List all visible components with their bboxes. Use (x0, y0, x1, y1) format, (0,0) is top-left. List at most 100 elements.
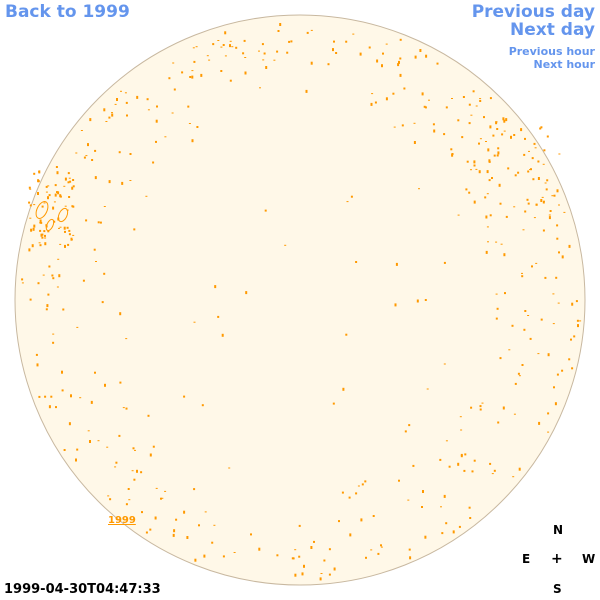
feature-mark (399, 38, 402, 41)
feature-mark (71, 205, 74, 208)
feature-mark (451, 98, 453, 99)
feature-mark (541, 196, 544, 198)
feature-loop (57, 207, 69, 223)
feature-mark (553, 194, 556, 197)
feature-mark (465, 188, 468, 191)
feature-mark (513, 206, 516, 208)
feature-mark (368, 46, 371, 49)
feature-mark (443, 363, 446, 365)
feature-mark (82, 279, 85, 282)
feature-mark (58, 274, 61, 278)
feature-mark (497, 421, 500, 424)
feature-mark (503, 119, 506, 123)
feature-mark (262, 59, 265, 61)
feature-mark (213, 524, 216, 526)
feature-mark (28, 248, 31, 252)
feature-mark (47, 230, 50, 233)
feature-mark (484, 196, 487, 199)
feature-mark (320, 573, 323, 574)
feature-mark (72, 234, 75, 236)
feature-mark (473, 459, 476, 462)
feature-mark (59, 243, 62, 245)
feature-mark (503, 130, 506, 132)
feature-mark (68, 233, 71, 236)
feature-mark (127, 488, 130, 490)
feature-mark (548, 216, 551, 220)
feature-mark (428, 99, 430, 101)
feature-mark (64, 205, 67, 207)
feature-mark (57, 191, 60, 195)
feature-mark (310, 61, 313, 65)
feature-mark (546, 135, 549, 138)
feature-mark (21, 282, 24, 284)
feature-mark (568, 244, 571, 248)
feature-mark (558, 204, 560, 206)
feature-mark (523, 328, 526, 331)
feature-mark (401, 124, 404, 127)
feature-mark (345, 40, 348, 43)
feature-mark (462, 96, 465, 98)
feature-mark (125, 407, 128, 410)
feature-mark (172, 533, 175, 537)
feature-mark (303, 564, 305, 568)
feature-mark (133, 478, 136, 481)
feature-mark (103, 272, 106, 275)
feature-mark (350, 195, 353, 198)
feature-mark (460, 429, 463, 431)
previous-hour-link[interactable]: Previous hour (508, 45, 595, 58)
feature-mark (495, 317, 498, 320)
feature-mark (513, 134, 516, 136)
feature-mark (68, 177, 71, 179)
feature-mark (468, 122, 471, 125)
feature-mark (141, 511, 143, 514)
feature-mark (451, 153, 454, 157)
feature-mark (114, 103, 117, 105)
feature-mark (382, 52, 384, 55)
feature-mark (460, 455, 463, 458)
feature-mark (276, 554, 279, 557)
year-link[interactable]: 1999 (108, 515, 136, 526)
feature-mark (518, 467, 521, 471)
feature-mark (126, 114, 128, 117)
feature-mark (242, 52, 245, 55)
feature-mark (71, 186, 74, 190)
feature-mark (479, 98, 482, 100)
feature-mark (512, 476, 515, 478)
feature-mark (495, 293, 498, 295)
feature-mark (75, 458, 77, 462)
feature-mark (450, 148, 453, 151)
feature-mark (132, 447, 135, 450)
feature-mark (563, 211, 566, 213)
feature-mark (40, 233, 43, 237)
feature-mark (67, 243, 70, 246)
feature-mark (52, 341, 55, 344)
feature-mark (486, 193, 489, 195)
feature-mark (370, 549, 373, 551)
back-to-year-link[interactable]: Back to 1999 (5, 2, 130, 22)
feature-mark (222, 555, 225, 558)
feature-mark (125, 101, 128, 104)
next-hour-link[interactable]: Next hour (533, 58, 596, 71)
previous-day-link[interactable]: Previous day (471, 2, 595, 22)
feature-mark (52, 206, 55, 210)
feature-mark (542, 201, 545, 204)
feature-mark (479, 138, 482, 140)
feature-mark (524, 310, 527, 312)
feature-mark (505, 118, 508, 122)
feature-mark (116, 98, 118, 101)
feature-mark (345, 333, 348, 336)
feature-mark (152, 445, 155, 448)
next-day-link[interactable]: Next day (510, 20, 595, 40)
feature-mark (52, 277, 55, 280)
feature-mark (288, 40, 291, 43)
feature-mark (556, 189, 559, 193)
compass-south: S (553, 582, 562, 596)
feature-loop (35, 201, 49, 219)
feature-mark (261, 43, 264, 46)
feature-mark (63, 226, 66, 230)
feature-mark (54, 193, 57, 197)
feature-mark (542, 229, 545, 232)
feature-mark (443, 133, 446, 136)
feature-mark (510, 135, 512, 139)
feature-mark (479, 408, 482, 411)
